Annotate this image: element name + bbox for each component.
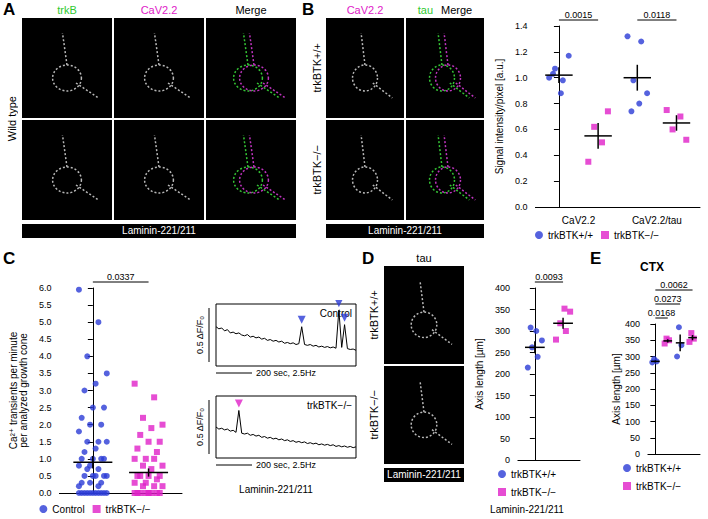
html-text:Laminin-221/211: Laminin-221/211: [122, 225, 196, 236]
svg-text:300: 300: [625, 352, 640, 362]
html-text:trkBTK+/+: trkBTK+/+: [368, 290, 380, 340]
html-text:trkBTK+/+: trkBTK+/+: [311, 43, 323, 93]
svg-text:0.5 ΔF/F₀: 0.5 ΔF/F₀: [195, 408, 205, 446]
html-text:trkBTK−/−: trkBTK−/−: [368, 390, 380, 440]
svg-text:0.0093: 0.0093: [535, 272, 563, 282]
svg-text:trkBTK−/−: trkBTK−/−: [636, 481, 681, 492]
svg-text:0.6: 0.6: [515, 124, 528, 134]
html-text:tau: tau: [417, 4, 433, 16]
html-text:CaV2.2: CaV2.2: [140, 4, 178, 16]
svg-text:200 sec, 2.5Hz: 200 sec, 2.5Hz: [256, 368, 317, 378]
svg-text:250: 250: [495, 348, 510, 358]
svg-text:0.5: 0.5: [39, 471, 52, 481]
svg-text:5.5: 5.5: [39, 300, 52, 310]
svg-text:1.2: 1.2: [515, 47, 528, 57]
svg-text:1.0: 1.0: [39, 454, 52, 464]
html-text:Merge: Merge: [441, 4, 473, 16]
svg-text:0.0015: 0.0015: [565, 10, 593, 20]
html-text:Laminin-221/211: Laminin-221/211: [239, 484, 313, 495]
html-text:Laminin-221/211: Laminin-221/211: [490, 504, 564, 515]
svg-text:1.4: 1.4: [515, 21, 528, 31]
svg-text:CTX: CTX: [640, 260, 664, 274]
svg-text:100: 100: [495, 412, 510, 422]
svg-text:4.5: 4.5: [39, 334, 52, 344]
svg-text:0.0168: 0.0168: [648, 308, 676, 318]
svg-text:0.8: 0.8: [515, 99, 528, 109]
svg-text:250: 250: [625, 368, 640, 378]
svg-text:trkBTK−/−: trkBTK−/−: [511, 487, 556, 498]
svg-text:Signal intensity/pixel [a.u.]: Signal intensity/pixel [a.u.]: [494, 58, 505, 174]
svg-text:350: 350: [495, 305, 510, 315]
html-text:D: D: [362, 249, 375, 268]
svg-text:200: 200: [625, 384, 640, 394]
svg-text:0.2: 0.2: [515, 176, 528, 186]
html-text:Laminin-221/211: Laminin-221/211: [368, 225, 442, 236]
svg-text:50: 50: [630, 433, 640, 443]
svg-text:150: 150: [495, 391, 510, 401]
svg-text:trkBTK−/−: trkBTK−/−: [307, 400, 352, 411]
svg-text:trkBTK+/+: trkBTK+/+: [636, 463, 681, 474]
html-text:trkB: trkB: [57, 4, 77, 16]
svg-text:trkBTK−/−: trkBTK−/−: [614, 230, 659, 241]
svg-text:0.0062: 0.0062: [660, 280, 688, 290]
html-text:Wild type: Wild type: [6, 96, 18, 142]
svg-text:Ca²⁺ transients per minute: Ca²⁺ transients per minute: [7, 331, 19, 450]
html-text:CaV2.2: CaV2.2: [346, 4, 384, 16]
svg-text:5.0: 5.0: [39, 317, 52, 327]
svg-text:trkBTK−/−: trkBTK−/−: [106, 504, 151, 515]
svg-text:300: 300: [495, 326, 510, 336]
svg-text:0.0337: 0.0337: [107, 272, 135, 282]
svg-text:0: 0: [505, 455, 510, 465]
svg-text:150: 150: [625, 400, 640, 410]
svg-text:400: 400: [495, 283, 510, 293]
svg-text:100: 100: [625, 417, 640, 427]
svg-text:3.0: 3.0: [39, 386, 52, 396]
svg-text:50: 50: [500, 434, 510, 444]
svg-text:0.0: 0.0: [515, 202, 528, 212]
svg-text:6.0: 6.0: [39, 283, 52, 293]
html-text:A: A: [3, 0, 16, 19]
svg-text:2.0: 2.0: [39, 420, 52, 430]
svg-text:0: 0: [635, 449, 640, 459]
html-text:Laminin-221/211: Laminin-221/211: [387, 469, 461, 480]
svg-text:Control: Control: [320, 308, 352, 319]
svg-text:Axis length [µm]: Axis length [µm]: [474, 338, 485, 410]
html-text:B: B: [302, 0, 315, 19]
svg-text:0.0118: 0.0118: [643, 10, 670, 20]
svg-text:350: 350: [625, 335, 640, 345]
svg-text:0.0: 0.0: [39, 488, 52, 498]
svg-text:CaV2.2/tau: CaV2.2/tau: [632, 215, 682, 226]
html-text:Merge: Merge: [235, 4, 267, 16]
svg-text:1.5: 1.5: [39, 437, 52, 447]
svg-text:2.5: 2.5: [39, 403, 52, 413]
svg-text:CaV2.2: CaV2.2: [562, 215, 596, 226]
svg-text:400: 400: [625, 319, 640, 329]
svg-text:0.0273: 0.0273: [654, 294, 682, 304]
svg-text:1.0: 1.0: [515, 73, 528, 83]
svg-text:200: 200: [495, 369, 510, 379]
svg-text:0.5 ΔF/F₀: 0.5 ΔF/F₀: [195, 316, 205, 354]
svg-text:4.0: 4.0: [39, 351, 52, 361]
svg-text:Control: Control: [52, 504, 84, 515]
html-text:E: E: [590, 249, 602, 268]
svg-text:0.4: 0.4: [515, 150, 528, 160]
html-text:tau: tau: [416, 252, 432, 264]
html-text:C: C: [3, 249, 16, 268]
svg-text:3.5: 3.5: [39, 368, 52, 378]
html-text:trkBTK−/−: trkBTK−/−: [311, 145, 323, 195]
svg-text:trkBTK+/+: trkBTK+/+: [548, 230, 593, 241]
svg-text:200 sec, 2.5Hz: 200 sec, 2.5Hz: [256, 460, 317, 470]
svg-text:per analyzed growth cone: per analyzed growth cone: [18, 333, 29, 448]
svg-text:trkBTK+/+: trkBTK+/+: [511, 469, 556, 480]
svg-text:Axis length [µm]: Axis length [µm]: [611, 353, 622, 425]
